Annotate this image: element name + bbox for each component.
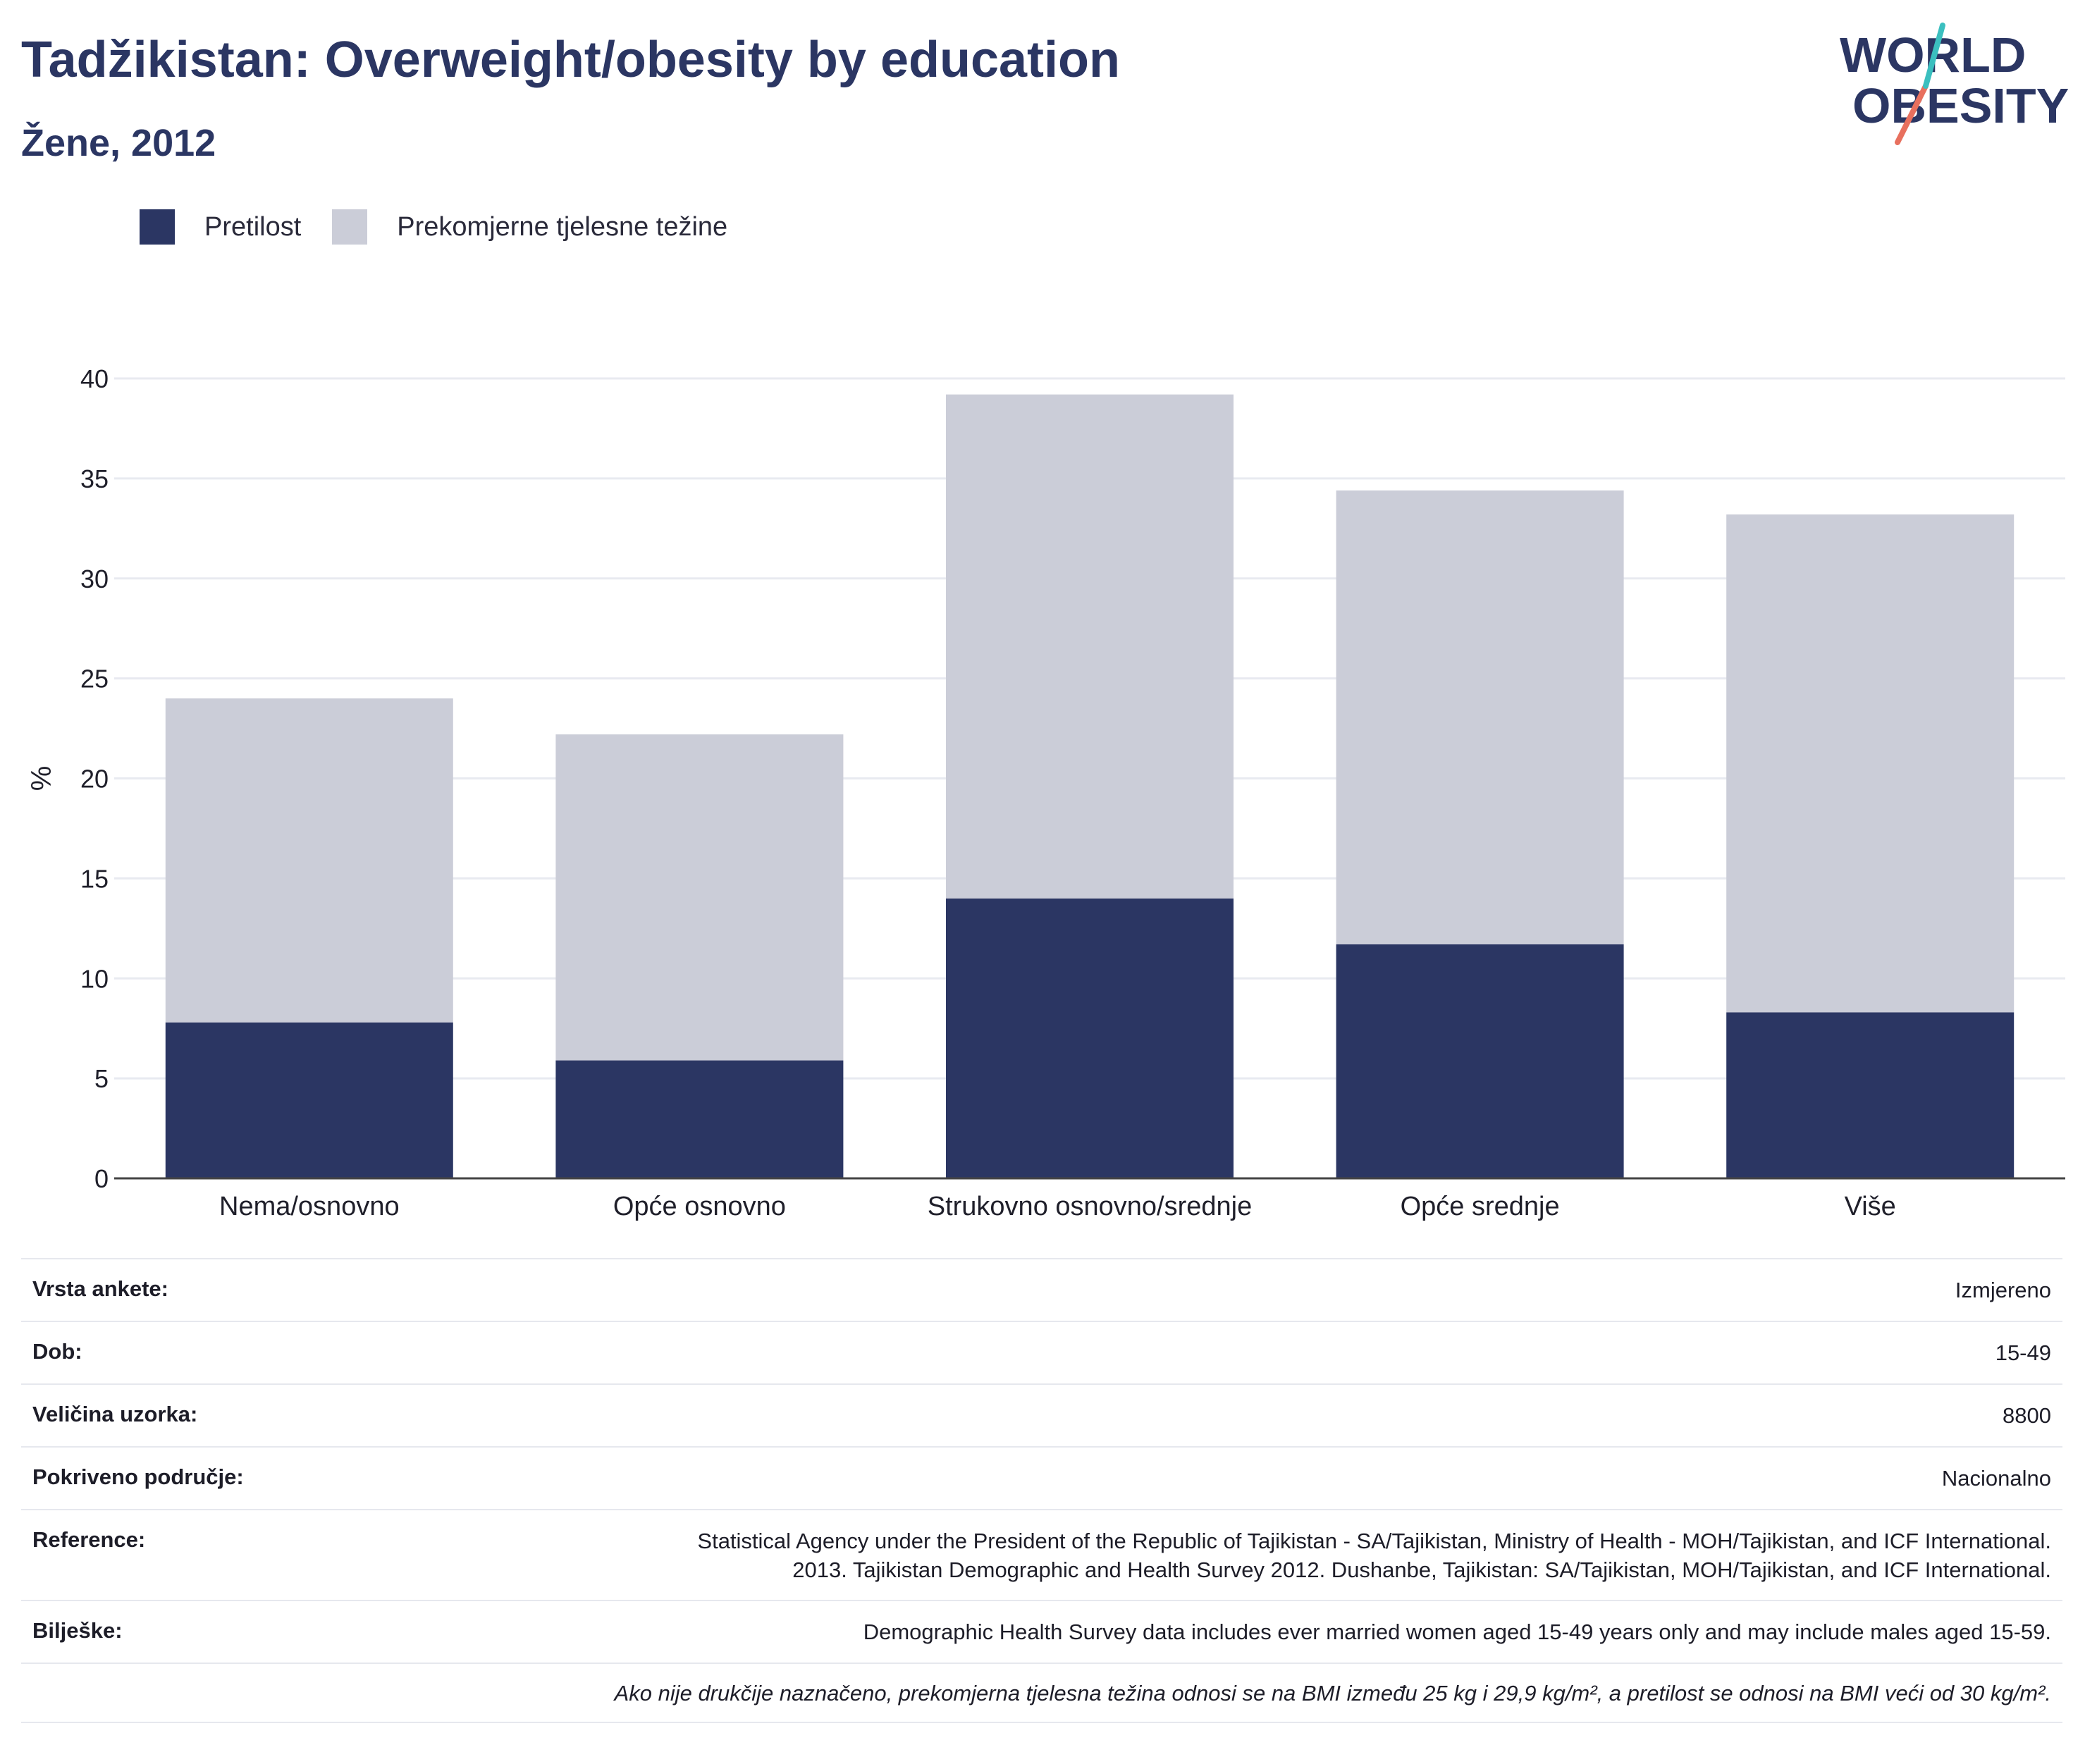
x-tick-label: Više: [1845, 1192, 1896, 1221]
y-tick-label: 35: [80, 464, 109, 493]
y-tick-label: 5: [94, 1064, 109, 1093]
chart-subtitle: Žene, 2012: [21, 122, 216, 164]
y-tick-label: 30: [80, 565, 109, 593]
bar-pretilost-1: [555, 1060, 844, 1178]
legend-item-pretilost: Pretilost: [140, 209, 301, 245]
meta-row-age: Dob: 15-49: [21, 1320, 2062, 1383]
x-tick-label: Nema/osnovno: [219, 1192, 400, 1221]
meta-value: 8800: [2003, 1402, 2051, 1428]
y-tick-label: 10: [80, 964, 109, 993]
meta-row-notes: Bilješke: Demographic Health Survey data…: [21, 1600, 2062, 1663]
legend-swatch-pretilost: [140, 209, 175, 245]
chart-legend: Pretilost Prekomjerne tjelesne težine: [140, 209, 758, 245]
meta-key: Vrsta ankete:: [32, 1276, 168, 1301]
bmi-definition-note: Ako nije drukčije naznačeno, prekomjerna…: [21, 1663, 2062, 1724]
bar-prekomjerne-3: [1336, 490, 1624, 945]
y-tick-label: 0: [94, 1164, 109, 1193]
legend-swatch-prekomjerne: [332, 209, 368, 245]
chart-title: Tadžikistan: Overweight/obesity by educa…: [21, 32, 1120, 88]
y-tick-label: 15: [80, 864, 109, 893]
x-tick-label: Strukovno osnovno/srednje: [928, 1192, 1253, 1221]
meta-row-sample-size: Veličina uzorka: 8800: [21, 1383, 2062, 1446]
meta-key: Veličina uzorka:: [32, 1401, 198, 1426]
meta-row-survey-type: Vrsta ankete: Izmjereno: [21, 1258, 2062, 1321]
meta-value: Nacionalno: [1941, 1465, 2051, 1491]
bar-pretilost-0: [165, 1022, 453, 1178]
meta-value: Izmjereno: [1955, 1278, 2051, 1302]
stacked-bar-chart: 0 5 10 15 20 25 30 35 40% Nema/osnovno Opće osnovn…: [26, 364, 2065, 1221]
x-tick-label: Opće osnovno: [613, 1192, 786, 1221]
bar-pretilost-4: [1726, 1012, 2015, 1178]
x-tick-label: Opće srednje: [1401, 1192, 1560, 1221]
meta-value: Statistical Agency under the President o…: [697, 1528, 2051, 1582]
legend-label-prekomjerne: Prekomjerne tjelesne težine: [397, 211, 728, 242]
bar-prekomjerne-4: [1726, 514, 2015, 1013]
y-tick-label: 40: [80, 364, 109, 393]
legend-item-prekomjerne: Prekomjerne tjelesne težine: [332, 209, 727, 245]
bar-prekomjerne-0: [165, 698, 453, 1023]
bar-pretilost-2: [945, 898, 1234, 1178]
meta-value: 15-49: [1995, 1340, 2051, 1365]
meta-row-references: Reference: Statistical Agency under the …: [21, 1508, 2062, 1600]
svg-text:OBESITY: OBESITY: [1852, 78, 2069, 133]
world-obesity-logo: WORLD OBESITY: [1840, 23, 2069, 145]
y-axis-label: %: [26, 766, 57, 791]
y-tick-label: 25: [80, 665, 109, 693]
legend-label-pretilost: Pretilost: [204, 211, 302, 242]
bar-prekomjerne-1: [555, 734, 844, 1061]
bar-pretilost-3: [1336, 944, 1624, 1178]
meta-key: Pokriveno područje:: [32, 1464, 244, 1489]
meta-key: Dob:: [32, 1338, 82, 1364]
meta-row-coverage: Pokriveno područje: Nacionalno: [21, 1445, 2062, 1509]
survey-info-table: Vrsta ankete: Izmjereno Dob: 15-49 Velič…: [21, 1258, 2062, 1724]
meta-key: Reference:: [32, 1526, 146, 1552]
meta-value: Demographic Health Survey data includes …: [863, 1620, 2051, 1645]
meta-key: Bilješke:: [32, 1618, 123, 1643]
y-tick-label: 20: [80, 765, 109, 794]
bar-prekomjerne-2: [945, 394, 1234, 899]
